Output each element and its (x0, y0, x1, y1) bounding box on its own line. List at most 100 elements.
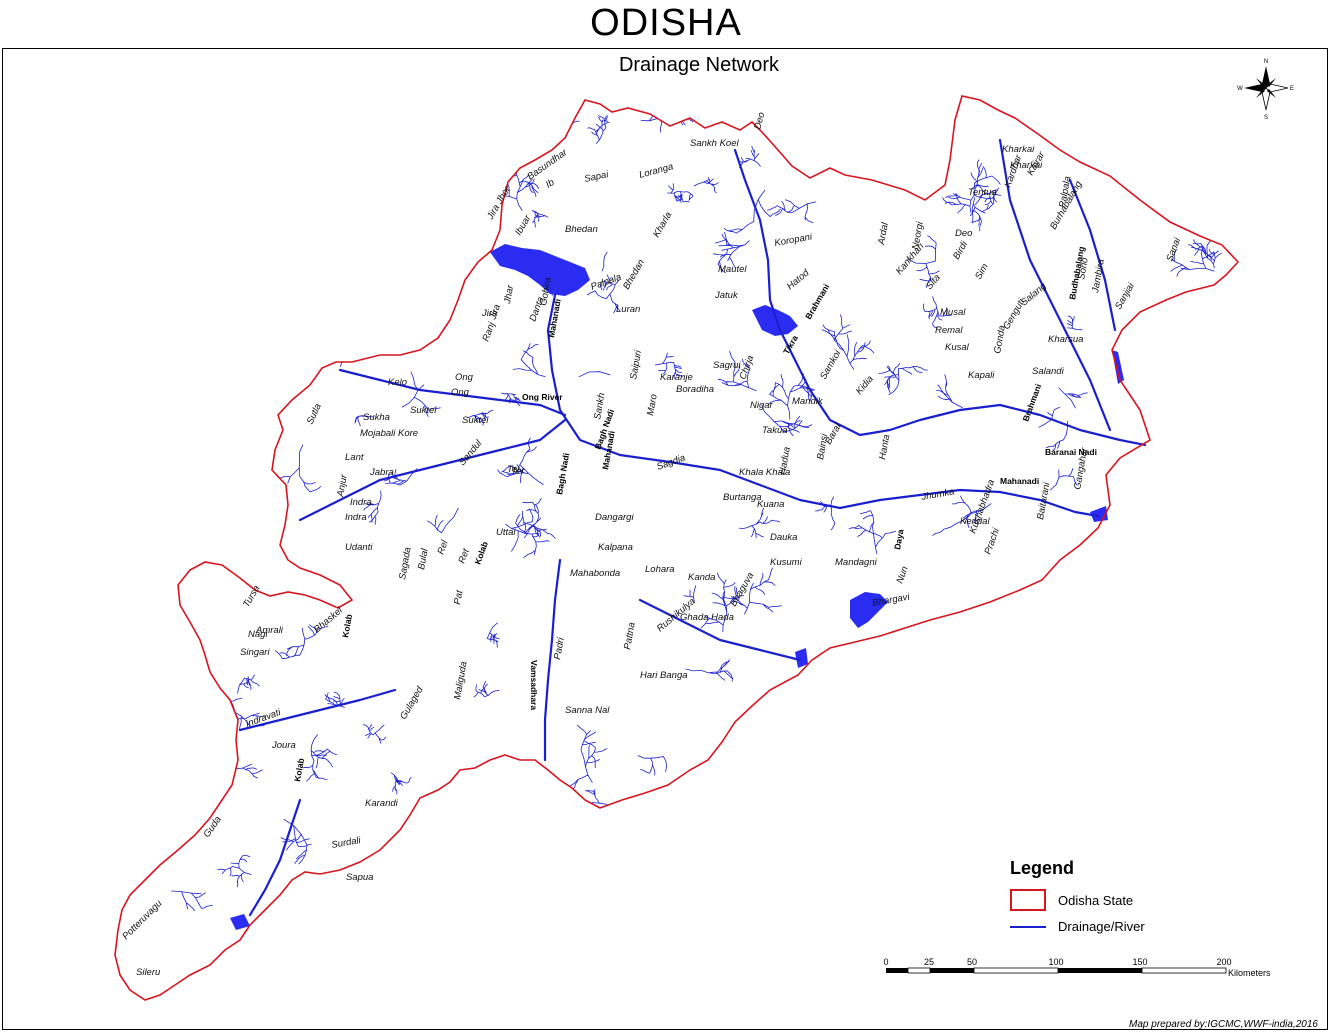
river-label: Dangargi (595, 512, 634, 523)
river-label: Bagh Nadi (554, 452, 571, 495)
river-label: Kidia (854, 374, 876, 397)
tributary-streams (115, 96, 1238, 1000)
river-label: Kendal (960, 516, 990, 527)
river-label: Luran (616, 304, 640, 315)
legend-label-state: Odisha State (1058, 892, 1134, 908)
river-label: Burtanga (723, 492, 762, 503)
brahmani-river (733, 148, 1147, 447)
river-label: Karanje (660, 372, 693, 383)
river-label: Khala Khala (739, 467, 790, 478)
river-label: Kharla (651, 210, 674, 239)
river-label: Kolab (340, 613, 354, 638)
river-label: Suktel (410, 405, 437, 416)
river-label: Boradiha (676, 384, 714, 395)
river-label: Guda (201, 814, 223, 839)
river-label: Musal (940, 307, 966, 318)
river-label: Kuana (757, 499, 784, 510)
river-label: Kalpana (598, 542, 633, 553)
scale-tick-100: 100 (1048, 957, 1063, 967)
river-label: Surdali (331, 835, 363, 851)
river-label: Kharkai (1010, 160, 1043, 171)
river-label: Potteruvagu (120, 898, 165, 943)
river-label: Sim (973, 262, 991, 282)
scale-tick-25: 25 (924, 957, 934, 967)
scale-bar: 0 25 50 100 150 200 Kilometers (883, 957, 1271, 978)
river-label: Pat (452, 589, 465, 605)
river-label: Jira (481, 308, 497, 319)
river-label: Pattna (622, 622, 638, 651)
river-label: Joura (271, 740, 296, 751)
river-label: Indra (350, 497, 372, 508)
river-label: Kelo (388, 377, 407, 388)
river-label: Sono (1076, 257, 1091, 281)
river-label: Nagi (248, 629, 268, 640)
river-label: Sapua (346, 872, 373, 883)
chilika-lake (850, 592, 888, 628)
river-label: Singari (240, 647, 270, 658)
river-label: Mahanadi (1000, 476, 1039, 486)
river-label: Kolab (292, 757, 306, 782)
scale-tick-200: 200 (1216, 957, 1231, 967)
river-label: Sukha (363, 412, 390, 423)
river-label: Sanjiai (1113, 281, 1137, 312)
river-label: Sanai (1164, 236, 1183, 263)
state-boundary (114, 95, 1240, 1001)
river-label: Bhedan (621, 258, 647, 292)
river-label: Kusal (945, 342, 970, 353)
river-label: Tel (511, 466, 524, 477)
river-label: Neorgi (910, 220, 926, 250)
river-label: Udanti (345, 542, 373, 553)
river-label: Sagada (397, 546, 414, 580)
river-label: Kolab (472, 540, 489, 566)
rengali-reservoir (752, 305, 798, 336)
river-label: Jhumka (920, 486, 956, 503)
river-label: Mautel (718, 264, 747, 275)
river-label: Tentua (968, 187, 997, 198)
river-line-swatch (1010, 925, 1046, 928)
river-label: Palpala (1057, 175, 1073, 208)
legend-label-river: Drainage/River (1058, 919, 1145, 934)
river-label: Suktel (462, 415, 489, 426)
river-label: Karandi (365, 798, 399, 809)
river-label: Hari Banga (640, 670, 688, 681)
river-label: Sutla (305, 402, 324, 426)
river-label: Danta (527, 295, 546, 323)
river-label: Dauka (770, 532, 797, 543)
river-label: Anjur (335, 473, 350, 499)
river-label: Loranga (638, 161, 675, 181)
river-label: Amrali (255, 625, 284, 636)
river-label: Kharsua (1048, 334, 1083, 345)
river-label: Brahmani (1020, 382, 1043, 422)
river-label: Jabra (369, 467, 394, 478)
river-label: Ong River (522, 392, 563, 402)
river-label: Mojabali Kore (360, 428, 418, 439)
river-label: Prachi (982, 526, 1002, 556)
river-label: Lant (345, 452, 364, 463)
river-label: Ranj (480, 320, 497, 343)
baitarani-river (998, 138, 1112, 432)
river-label: Padri (552, 636, 567, 661)
river-label: Maro (645, 393, 660, 416)
scale-tick-0: 0 (883, 957, 888, 967)
river-label: Brahmani (803, 282, 831, 321)
river-label: Gonda (992, 325, 1008, 355)
water-bodies (230, 244, 1124, 930)
river-label: Jira Jhor (485, 184, 514, 223)
river-label: Deo (955, 228, 972, 239)
compass-w: W (1237, 86, 1243, 92)
river-label: Deo (752, 111, 767, 131)
river-label: Sita (924, 272, 943, 292)
scale-tick-50: 50 (967, 957, 977, 967)
river-label: Hadua (777, 446, 793, 475)
river-label: Indra (345, 512, 367, 523)
indravati-river (238, 688, 397, 732)
compass-n: N (1264, 59, 1268, 65)
tel-river (298, 418, 567, 522)
river-label: Ong (451, 387, 470, 398)
river-label: Jhar (502, 284, 516, 306)
river-label: Remal (935, 325, 963, 336)
river-label: Mandagni (835, 557, 878, 568)
mahanadi-river (546, 293, 1100, 518)
river-label: Tel (507, 464, 520, 475)
river-label: Salang (1019, 280, 1049, 308)
